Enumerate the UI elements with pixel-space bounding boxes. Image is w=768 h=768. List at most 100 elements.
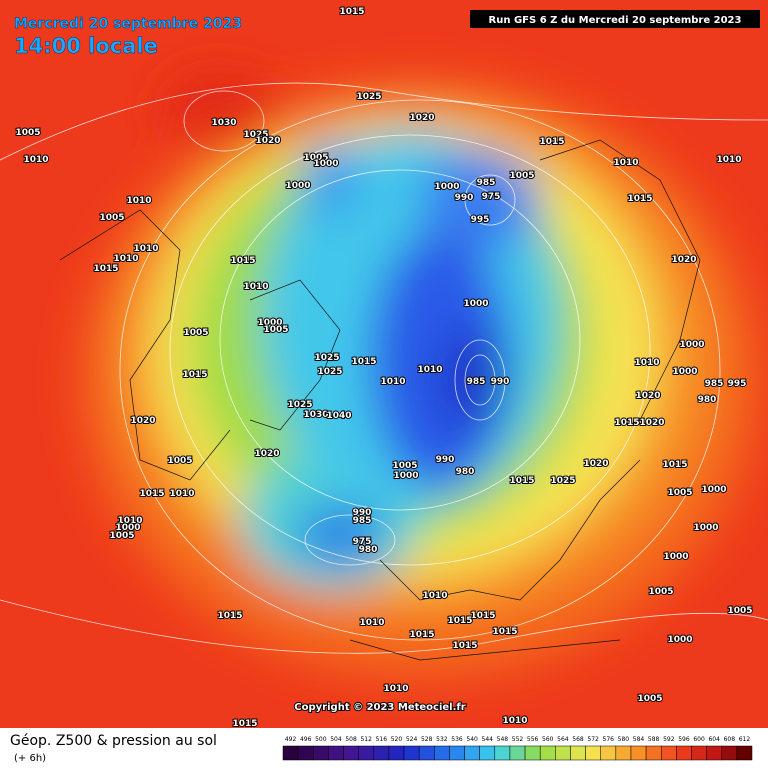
isobar-label: 985 [477, 178, 496, 188]
isobar-label: 1020 [635, 391, 660, 401]
isobar-label: 1015 [139, 489, 164, 499]
isobar-label: 990 [353, 508, 372, 518]
footer-subtitle: (+ 6h) [14, 753, 46, 764]
footer-title: Géop. Z500 & pression au sol [10, 733, 217, 749]
isobar-label: 1010 [113, 254, 138, 264]
colorbar-tick-label: 500 [315, 736, 327, 743]
isobar-label: 1015 [627, 194, 652, 204]
colorbar-tick-label: 524 [406, 736, 418, 743]
isobar-label: 1015 [447, 616, 472, 626]
colorbar-tick-label: 552 [512, 736, 524, 743]
colorbar-swatch [736, 745, 753, 761]
colorbar-swatch [494, 745, 511, 761]
colorbar-swatch [676, 745, 692, 761]
isobar-label: 1000 [285, 181, 310, 191]
colorbar-tick-label: 528 [421, 736, 433, 743]
isobar-label: 1020 [255, 136, 280, 146]
colorbar-swatch [328, 745, 344, 761]
isobar-label: 1015 [409, 630, 434, 640]
isobar-label: 1000 [313, 159, 338, 169]
isobar-label: 1025 [317, 367, 342, 377]
isobar-label: 1015 [93, 264, 118, 274]
isobar-label: 1015 [662, 460, 687, 470]
date-title: Mercredi 20 septembre 2023 [14, 16, 242, 32]
isobar-label: 1005 [167, 456, 192, 466]
isobar-label: 1000 [663, 552, 688, 562]
isobar-label: 1010 [613, 158, 638, 168]
isobars [0, 82, 768, 654]
colorbar-swatch [570, 745, 586, 761]
isobar-label: 1015 [539, 137, 564, 147]
isobar-label: 1015 [614, 418, 639, 428]
colorbar-tick-label: 492 [285, 736, 297, 743]
colorbar-swatch [479, 745, 496, 761]
colorbar-tick-label: 504 [330, 736, 342, 743]
isobar-label: 1010 [634, 358, 659, 368]
isobar-label: 1000 [693, 523, 718, 533]
colorbar-swatch [418, 745, 435, 761]
isobar-label: 1015 [470, 611, 495, 621]
run-label: Run GFS 6 Z du Mercredi 20 septembre 202… [489, 15, 742, 26]
colorbar-swatch [403, 745, 420, 761]
colorbar-tick-label: 580 [618, 736, 630, 743]
isobar-label: 1015 [217, 611, 242, 621]
colorbar-tick-label: 508 [345, 736, 357, 743]
colorbar-tick-label: 588 [648, 736, 660, 743]
isobar-label: 985 [467, 377, 486, 387]
isobar-label: 1005 [183, 328, 208, 338]
isobar-label: 1020 [409, 113, 434, 123]
colorbar-tick-label: 560 [542, 736, 554, 743]
isobar-label: 1015 [230, 256, 255, 266]
isobar-label: 1020 [639, 418, 664, 428]
isobar-label: 1000 [672, 367, 697, 377]
colorbar-tick-label: 536 [451, 736, 463, 743]
isobar-label: 1005 [637, 694, 662, 704]
isobar-label: 1005 [648, 587, 673, 597]
isobar-label: 990 [491, 377, 510, 387]
isobar-label: 1010 [422, 591, 447, 601]
isobar-label: 1025 [243, 130, 268, 140]
isobar-label: 1010 [243, 282, 268, 292]
colorbar-swatch [585, 745, 601, 761]
isobar-label: 980 [456, 467, 475, 477]
isobar-label: 1005 [109, 531, 134, 541]
colorbar-swatch [373, 745, 390, 761]
isobar-label: 990 [455, 193, 474, 203]
isobar-label: 1030 [303, 410, 328, 420]
isobar-label: 1040 [326, 411, 351, 421]
isobar-label: 1010 [359, 618, 384, 628]
colorbar-tick-label: 612 [739, 736, 751, 743]
isobar-label: 1000 [701, 485, 726, 495]
isobar-label: 1010 [417, 365, 442, 375]
isobar-label: 995 [471, 215, 490, 225]
colorbar-tick-label: 608 [724, 736, 736, 743]
isobar-label: 1010 [383, 684, 408, 694]
isobar-label: 1005 [99, 213, 124, 223]
colorbar: 492 496 500 504 508 512 516 520 524 528 532 536 540 5… [282, 736, 753, 761]
isobar-label: 1005 [727, 606, 752, 616]
run-banner [470, 10, 760, 28]
colorbar-tick-label: 544 [482, 736, 494, 743]
colorbar-swatch [509, 745, 526, 761]
colorbar-tick-label: 512 [360, 736, 372, 743]
colorbar-swatch [434, 745, 450, 761]
isobar-label: 1010 [169, 489, 194, 499]
isobar-label: 1000 [679, 340, 704, 350]
colorbar-swatch [358, 745, 375, 761]
isobar-label: 1030 [211, 118, 236, 128]
isobar-label: 1025 [356, 92, 381, 102]
isobar-label: 1000 [434, 182, 459, 192]
isobar-label: 1010 [126, 196, 151, 206]
isobar-label: 1020 [254, 449, 279, 459]
colorbar-tick-label: 604 [708, 736, 720, 743]
colorbar-tick-label: 496 [300, 736, 312, 743]
isobar-label: 980 [698, 395, 717, 405]
colorbar-tick-label: 532 [436, 736, 448, 743]
isobar-label: 1010 [117, 516, 142, 526]
colorbar-tick-label: 520 [391, 736, 403, 743]
isobar-label: 975 [482, 192, 501, 202]
colorbar-tick-label: 540 [466, 736, 478, 743]
isobar-label: 985 [353, 516, 372, 526]
isobar-label: 1005 [509, 171, 534, 181]
